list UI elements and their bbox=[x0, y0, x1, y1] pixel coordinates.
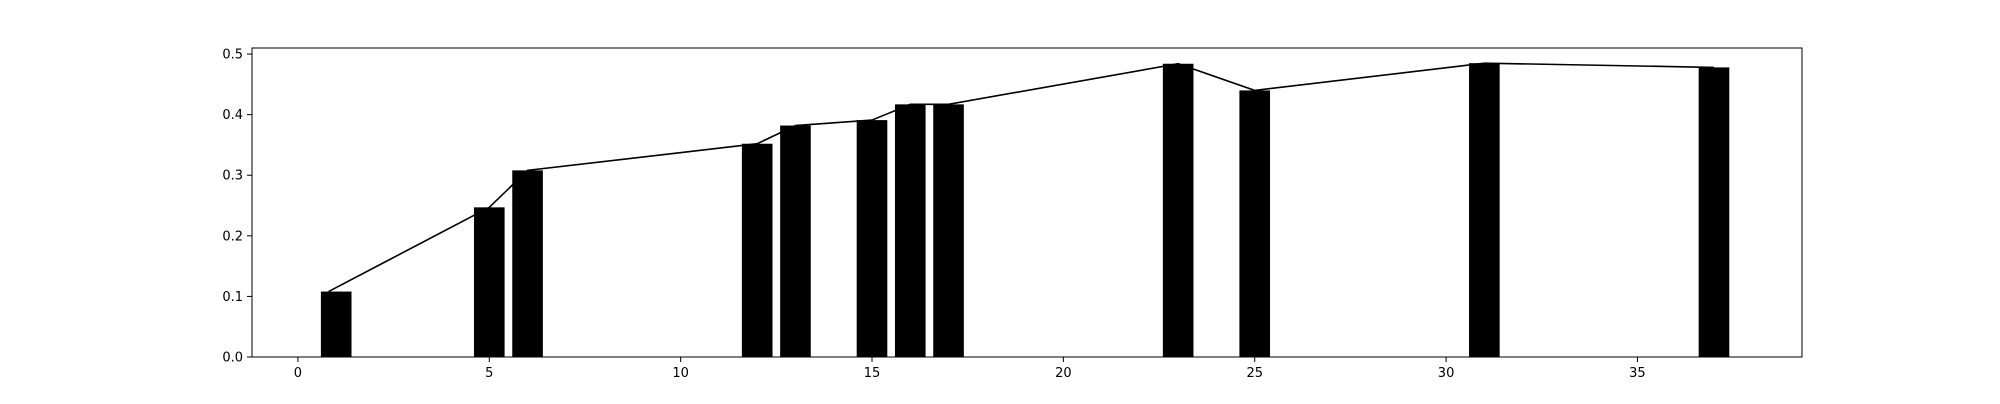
x-tick-label-0: 0 bbox=[294, 366, 302, 381]
bar-4 bbox=[780, 125, 811, 357]
bars-layer bbox=[320, 63, 1730, 358]
bar-0 bbox=[320, 291, 352, 357]
bar-9 bbox=[1239, 90, 1271, 357]
x-tick-label-3: 15 bbox=[864, 366, 881, 381]
bar-6 bbox=[894, 104, 926, 357]
y-tick-label-4: 0.4 bbox=[222, 108, 243, 123]
x-tick-label-5: 25 bbox=[1246, 366, 1263, 381]
y-axis: 0.0 0.1 0.2 0.3 0.4 0.5 bbox=[222, 48, 252, 366]
plot-frame bbox=[251, 47, 1803, 358]
y-tick-label-3: 0.3 bbox=[222, 169, 243, 184]
bar-1 bbox=[473, 207, 505, 357]
y-tick-label-2: 0.2 bbox=[222, 229, 243, 244]
x-tick-label-6: 30 bbox=[1438, 366, 1455, 381]
bar-2 bbox=[512, 170, 543, 357]
line-layer bbox=[328, 62, 1714, 293]
x-tick-label-2: 10 bbox=[672, 366, 689, 381]
x-axis: 0 5 10 15 20 25 30 35 bbox=[294, 357, 1646, 381]
series-line bbox=[328, 62, 1714, 293]
bar-7 bbox=[933, 104, 964, 357]
bar-8 bbox=[1162, 63, 1194, 357]
x-tick-label-1: 5 bbox=[485, 366, 493, 381]
y-tick-label-0: 0.0 bbox=[222, 351, 243, 366]
bar-3 bbox=[741, 143, 773, 357]
bar-11 bbox=[1698, 67, 1730, 357]
bar-10 bbox=[1469, 63, 1500, 358]
y-tick-label-1: 0.1 bbox=[222, 290, 243, 305]
y-tick-label-5: 0.5 bbox=[222, 48, 243, 63]
bar-5 bbox=[856, 120, 888, 357]
x-tick-label-4: 20 bbox=[1055, 366, 1072, 381]
x-tick-label-7: 35 bbox=[1629, 366, 1646, 381]
